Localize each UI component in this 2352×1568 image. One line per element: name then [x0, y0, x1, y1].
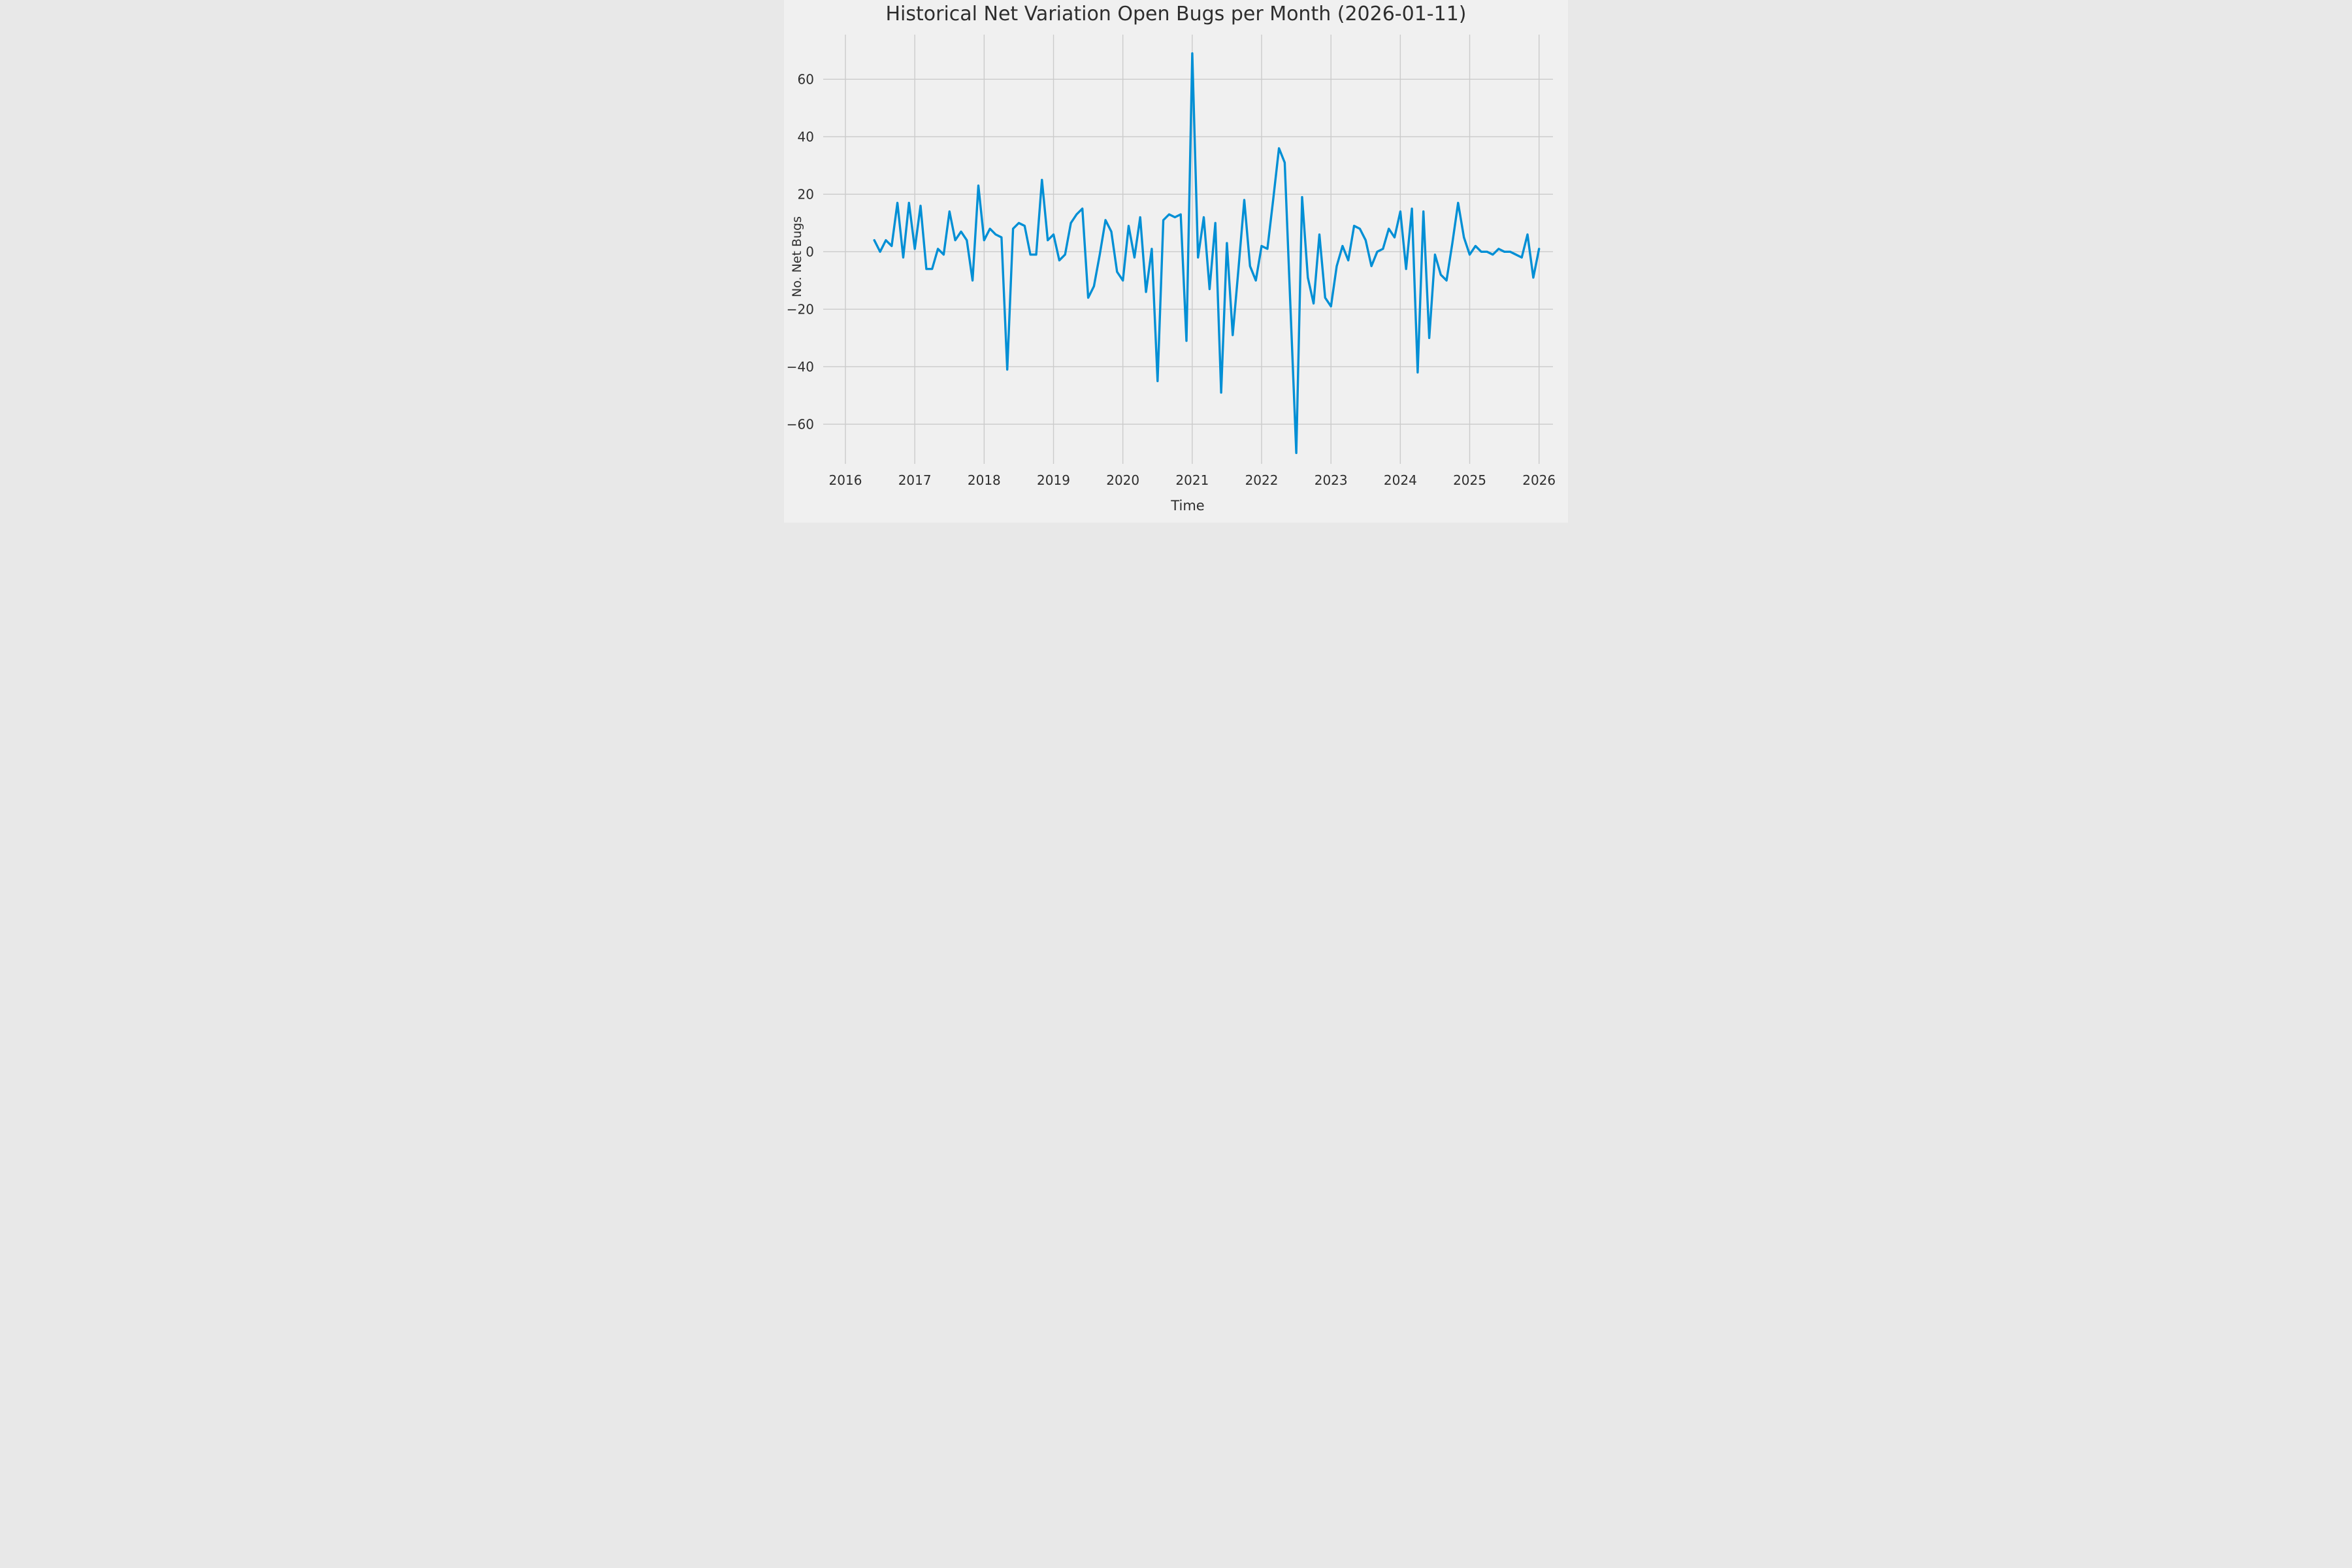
- x-tick-label: 2024: [1384, 472, 1417, 488]
- data-line-net-bugs: [873, 52, 1541, 454]
- x-axis-label: Time: [1171, 498, 1205, 514]
- y-tick-label: 0: [806, 244, 814, 259]
- x-tick-label: 2021: [1175, 472, 1209, 488]
- y-tick-label: 60: [798, 71, 814, 87]
- chart-title: Historical Net Variation Open Bugs per M…: [885, 3, 1467, 25]
- x-tick-label: 2019: [1037, 472, 1070, 488]
- x-tick-label: 2016: [829, 472, 862, 488]
- y-tick-label: −60: [787, 416, 814, 432]
- y-tick-label: 40: [798, 129, 814, 144]
- x-tick-label: 2017: [898, 472, 932, 488]
- y-axis-label: No. Net Bugs: [790, 216, 804, 298]
- line-chart-canvas: 2016 2017 2018 2019 2020 2021 2022 2023 2024 2025…: [787, 35, 1556, 488]
- x-tick-label: 2023: [1315, 472, 1348, 488]
- y-tick-label: 20: [798, 186, 814, 202]
- y-tick-label: −20: [787, 301, 814, 317]
- x-tick-label: 2018: [968, 472, 1001, 488]
- x-tick-label: 2022: [1245, 472, 1279, 488]
- figure: Historical Net Variation Open Bugs per M…: [784, 0, 1568, 523]
- y-tick-label: −40: [787, 359, 814, 374]
- x-tick-label: 2020: [1106, 472, 1139, 488]
- x-tick-label: 2026: [1522, 472, 1556, 488]
- x-tick-label: 2025: [1453, 472, 1486, 488]
